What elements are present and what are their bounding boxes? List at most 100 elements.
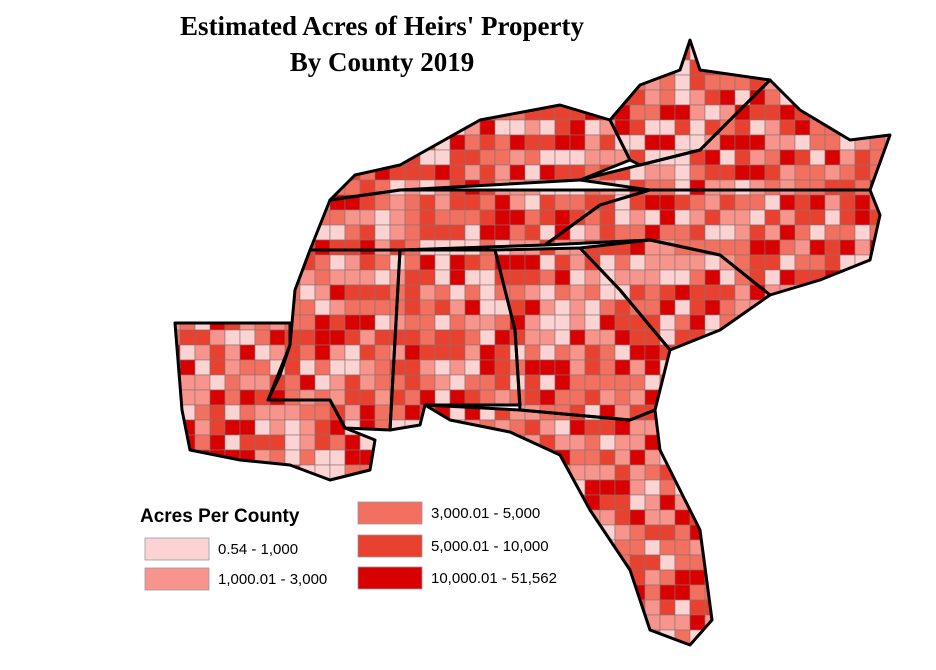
county-cell [599, 509, 616, 526]
county-cell [554, 164, 571, 181]
county-cell [509, 224, 526, 241]
county-cell [374, 284, 391, 301]
county-cell [869, 299, 886, 316]
county-cell [284, 164, 301, 181]
county-cell [689, 299, 706, 316]
county-cell [344, 254, 361, 271]
county-cell [614, 40, 631, 46]
county-cell [509, 554, 526, 571]
county-cell [674, 269, 691, 286]
county-cell [314, 404, 331, 421]
county-cell [839, 119, 856, 136]
county-cell [209, 419, 226, 436]
county-cell [344, 89, 361, 106]
county-cell [374, 374, 391, 391]
county-cell [809, 299, 826, 316]
county-cell [779, 614, 796, 631]
county-cell [824, 524, 841, 541]
county-cell [299, 389, 316, 406]
county-cell [764, 404, 781, 421]
county-cell [659, 644, 676, 645]
county-cell [689, 269, 706, 286]
county-cell [854, 40, 871, 46]
county-cell [194, 239, 211, 256]
county-cell [389, 644, 406, 645]
county-cell [584, 44, 601, 61]
county-cell [689, 194, 706, 211]
county-cell [764, 569, 781, 586]
county-cell [809, 314, 826, 331]
county-cell [299, 554, 316, 571]
county-cell [569, 644, 586, 645]
county-cell [494, 149, 511, 166]
county-cell [689, 179, 706, 196]
county-cell [779, 404, 796, 421]
county-cell [224, 644, 241, 645]
county-cell [329, 134, 346, 151]
county-cell [179, 254, 196, 271]
county-cell [794, 584, 811, 601]
county-cell [509, 164, 526, 181]
county-cell [734, 479, 751, 496]
county-cell [569, 449, 586, 466]
county-cell [824, 509, 841, 526]
county-cell [704, 104, 721, 121]
county-cell [434, 464, 451, 481]
county-cell [854, 89, 871, 106]
county-cell [239, 89, 256, 106]
county-cell [464, 629, 481, 645]
county-cell [824, 299, 841, 316]
county-cell [374, 269, 391, 286]
county-cell [449, 614, 466, 631]
county-cell [404, 239, 421, 256]
county-cell [824, 254, 841, 271]
county-cell [734, 464, 751, 481]
county-cell [584, 344, 601, 361]
county-cell [734, 59, 751, 76]
county-cell [674, 374, 691, 391]
county-cell [284, 524, 301, 541]
county-cell [869, 539, 886, 556]
county-cell [254, 194, 271, 211]
county-cell [884, 599, 890, 616]
county-cell [209, 464, 226, 481]
county-cell [884, 74, 890, 91]
county-cell [224, 614, 241, 631]
county-cell [779, 299, 796, 316]
county-cell [794, 44, 811, 61]
county-cell [749, 374, 766, 391]
county-cell [884, 569, 890, 586]
tennessee [308, 188, 652, 252]
county-cell [719, 89, 736, 106]
county-cell [299, 194, 316, 211]
county-cell [809, 194, 826, 211]
county-cell [404, 224, 421, 241]
county-cell [269, 209, 286, 226]
county-cell [734, 40, 751, 46]
county-cell [824, 194, 841, 211]
county-cell [524, 194, 541, 211]
county-cell [569, 284, 586, 301]
county-cell [554, 374, 571, 391]
county-cell [719, 644, 736, 645]
county-cell [584, 464, 601, 481]
county-cell [479, 284, 496, 301]
county-cell [779, 269, 796, 286]
county-cell [704, 449, 721, 466]
county-cell [254, 224, 271, 241]
county-cell [224, 389, 241, 406]
county-cell [269, 59, 286, 76]
county-cell [659, 89, 676, 106]
county-cell [704, 629, 721, 645]
county-cell [824, 179, 841, 196]
county-cell [794, 329, 811, 346]
county-cell [344, 299, 361, 316]
county-cell [284, 374, 301, 391]
county-cell [704, 389, 721, 406]
county-cells [175, 40, 890, 645]
county-cell [719, 239, 736, 256]
county-cell [719, 179, 736, 196]
county-cell [854, 299, 871, 316]
county-cell [329, 509, 346, 526]
county-cell [764, 419, 781, 436]
